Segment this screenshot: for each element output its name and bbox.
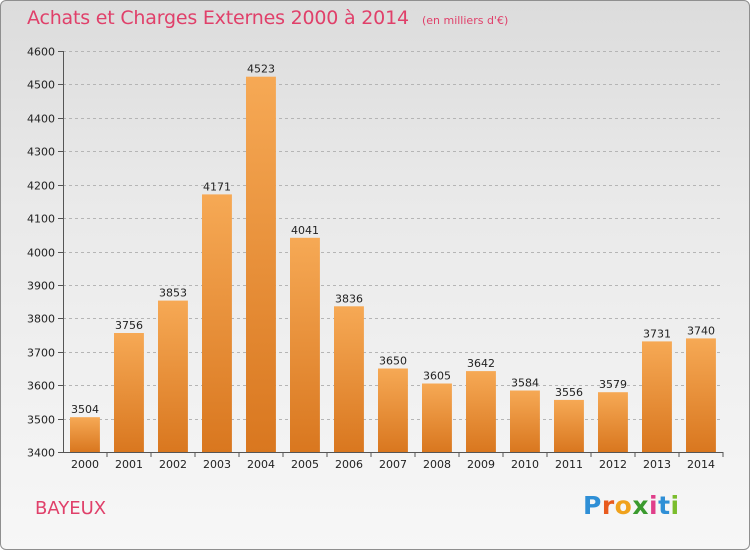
bar-2011 <box>554 399 584 452</box>
x-tick-label-2002: 2002 <box>159 458 187 471</box>
data-label-2011: 3556 <box>555 386 583 399</box>
bar-2006 <box>334 306 364 452</box>
proxiti-logo[interactable]: Proxiti <box>583 491 680 520</box>
x-tick-label-2003: 2003 <box>203 458 231 471</box>
bar-2008 <box>422 383 452 452</box>
bar-2004 <box>246 76 276 452</box>
logo-letter: x <box>632 491 649 520</box>
y-tick-label: 3700 <box>27 347 55 360</box>
data-label-2008: 3605 <box>423 370 451 383</box>
logo-letter: P <box>583 491 602 520</box>
data-label-2005: 4041 <box>291 224 319 237</box>
x-tick-label-2008: 2008 <box>423 458 451 471</box>
bar-2014 <box>686 338 716 452</box>
y-tick-label: 3400 <box>27 447 55 460</box>
y-tick-label: 4300 <box>27 146 55 159</box>
chart-subtitle: (en milliers d'€) <box>421 14 509 27</box>
data-label-2014: 3740 <box>687 324 715 337</box>
data-label-2010: 3584 <box>511 377 539 390</box>
bar-2003 <box>202 194 232 452</box>
data-label-2004: 4523 <box>247 63 275 76</box>
y-tick-label: 4200 <box>27 180 55 193</box>
x-tick-label-2009: 2009 <box>467 458 495 471</box>
data-label-2002: 3853 <box>159 287 187 300</box>
bar-2000 <box>70 417 100 452</box>
logo-letter: r <box>601 491 615 520</box>
y-tick-label: 4100 <box>27 213 55 226</box>
x-tick-label-2004: 2004 <box>247 458 275 471</box>
data-label-2009: 3642 <box>467 357 495 370</box>
x-tick-label-2013: 2013 <box>643 458 671 471</box>
y-tick-label: 4600 <box>27 46 55 59</box>
data-label-2001: 3756 <box>115 319 143 332</box>
x-tick-label-2006: 2006 <box>335 458 363 471</box>
x-tick-label-2005: 2005 <box>291 458 319 471</box>
x-tick-label-2011: 2011 <box>555 458 583 471</box>
bar-2012 <box>598 392 628 452</box>
bar-2001 <box>114 333 144 452</box>
logo-letter: i <box>670 491 680 520</box>
logo-letter: i <box>649 491 659 520</box>
data-label-2007: 3650 <box>379 355 407 368</box>
data-label-2006: 3836 <box>335 292 363 305</box>
data-label-2012: 3579 <box>599 378 627 391</box>
bars: 3504 3756 3853 4171 4523 4041 3836 3650 3605 3642… <box>70 63 716 452</box>
logo-letter: t <box>658 491 671 520</box>
x-tick-label-2010: 2010 <box>511 458 539 471</box>
y-tick-label: 4500 <box>27 79 55 92</box>
bar-2013 <box>642 341 672 452</box>
y-tick-label: 3800 <box>27 313 55 326</box>
chart-title-row: Achats et Charges Externes 2000 à 2014 (… <box>27 7 508 29</box>
x-tick-label-2001: 2001 <box>115 458 143 471</box>
bar-2009 <box>466 371 496 452</box>
bar-2010 <box>510 390 540 452</box>
bar-2002 <box>158 300 188 452</box>
data-label-2000: 3504 <box>71 403 99 416</box>
x-tick-label-2007: 2007 <box>379 458 407 471</box>
x-tick-label-2000: 2000 <box>71 458 99 471</box>
logo-letter: o <box>614 491 633 520</box>
y-tick-label: 4400 <box>27 113 55 126</box>
data-label-2003: 4171 <box>203 180 231 193</box>
bar-2007 <box>378 368 408 452</box>
x-tick-label-2012: 2012 <box>599 458 627 471</box>
y-tick-label: 4000 <box>27 247 55 260</box>
x-tick-label-2014: 2014 <box>687 458 715 471</box>
axes: 3400 3500 3600 3700 3800 3900 4000 4100 4200 4300… <box>27 46 724 471</box>
chart-title: Achats et Charges Externes 2000 à 2014 <box>27 7 409 29</box>
data-label-2013: 3731 <box>643 327 671 340</box>
y-tick-label: 3500 <box>27 414 55 427</box>
city-label: BAYEUX <box>35 498 107 519</box>
y-tick-label: 3600 <box>27 380 55 393</box>
bar-2005 <box>290 237 320 452</box>
y-tick-label: 3900 <box>27 280 55 293</box>
